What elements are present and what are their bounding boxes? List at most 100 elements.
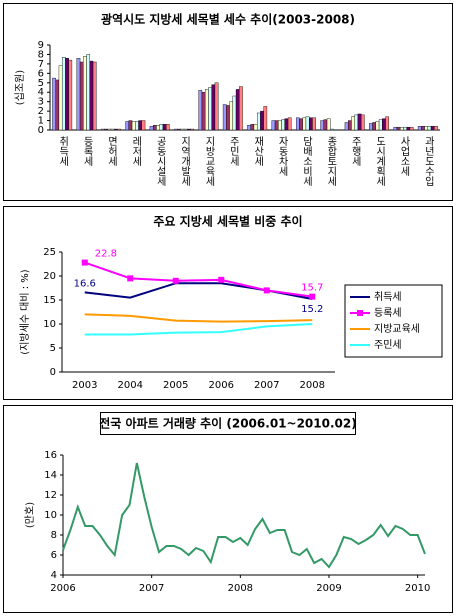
bar (308, 117, 313, 131)
bar (344, 122, 349, 131)
marker (263, 287, 270, 294)
bar (149, 126, 154, 131)
bar (68, 59, 73, 131)
marker (172, 277, 179, 284)
bar (165, 124, 170, 131)
marker (218, 276, 225, 283)
bar (278, 120, 282, 131)
bar (86, 54, 91, 131)
bar (226, 105, 230, 131)
y-tick-label: 10 (44, 510, 57, 521)
bar (256, 112, 261, 131)
legend-label: 지방교육세 (374, 323, 420, 335)
x-tick-label: 2005 (163, 380, 188, 391)
bar (372, 122, 377, 131)
bar (128, 120, 133, 131)
bar (110, 128, 115, 131)
y-tick-label: 6 (51, 550, 57, 561)
bar (76, 58, 81, 131)
bar (208, 87, 212, 131)
bar (58, 65, 63, 131)
bar (113, 128, 118, 131)
bar (131, 121, 136, 131)
x-tick-label: 주행세 (349, 136, 361, 167)
bar (357, 113, 362, 131)
bar (104, 128, 108, 131)
y-tick-label: 16 (44, 450, 57, 461)
legend-label: 취득세 (374, 291, 402, 303)
bar (421, 126, 425, 131)
line (62, 462, 426, 569)
bar (396, 126, 401, 131)
y-tick-label: 5 (50, 343, 56, 354)
legend-label: 등록세 (374, 307, 402, 319)
bar (156, 125, 160, 131)
y-tick-label: 2 (38, 106, 44, 117)
y-tick-label: 1 (38, 116, 44, 127)
bar (232, 95, 237, 131)
bar (198, 90, 203, 131)
bar (260, 110, 264, 131)
y-tick-label: 20 (43, 271, 56, 282)
data-label: 16.6 (74, 278, 96, 289)
bar (190, 128, 195, 131)
bar (427, 126, 432, 131)
bar (159, 124, 164, 131)
x-tick-label: 종합토지세 (325, 136, 337, 187)
bar (434, 126, 438, 131)
x-tick-label: 담배소비세 (300, 136, 312, 187)
y-tick-label: 12 (44, 490, 57, 501)
title-box (100, 412, 356, 435)
y-tick-label: 4 (38, 87, 44, 98)
bar (323, 119, 328, 131)
x-tick-label: 2007 (254, 380, 279, 391)
x-tick-label: 레저세 (130, 136, 142, 167)
bar (271, 120, 276, 131)
y-tick-label: 9 (38, 40, 44, 51)
bar (183, 128, 188, 131)
legend-marker (357, 310, 363, 316)
bar (247, 125, 251, 131)
bar (399, 126, 404, 131)
chart-title: 광역시도 지방세 세목별 세수 추이(2003-2008) (101, 12, 355, 27)
x-tick-label: 2010 (405, 583, 430, 594)
bar (239, 86, 243, 131)
y-tick-label: 3 (38, 97, 44, 108)
bar (406, 126, 411, 131)
bar (360, 114, 365, 131)
bar (320, 120, 325, 131)
y-axis-label: (만호) (24, 502, 36, 528)
y-axis-label: (지방세수 대비 : %) (19, 269, 31, 355)
bar (354, 114, 359, 131)
bar (138, 120, 143, 131)
y-tick-label: 14 (44, 470, 57, 481)
bar (393, 126, 398, 131)
x-tick-label: 주민세 (227, 136, 239, 167)
bar (274, 120, 279, 131)
bar (302, 117, 307, 131)
chart-title: 전국 아파트 거래량 추이 (2006.01~2010.02) (99, 416, 356, 431)
data-label: 15.7 (301, 283, 323, 294)
marker (309, 293, 316, 300)
bar (287, 117, 292, 131)
bar (369, 123, 373, 131)
bar (83, 56, 87, 131)
x-tick-label: 지방교육세 (203, 136, 215, 187)
bar (100, 128, 105, 131)
bar (92, 61, 97, 131)
y-tick-label: 25 (43, 247, 56, 258)
y-tick-label: 7 (38, 59, 44, 70)
bar (417, 126, 422, 131)
bar (312, 117, 316, 131)
bar (375, 121, 380, 131)
y-axis-label: (십조원) (14, 70, 26, 106)
bar (79, 61, 84, 131)
x-tick-label: 2006 (50, 583, 75, 594)
x-tick-label: 면허세 (105, 136, 117, 167)
bar (211, 84, 216, 131)
x-tick-label: 2004 (118, 380, 143, 391)
bar (65, 58, 69, 131)
data-label: 22.8 (95, 249, 117, 260)
x-tick-label: 자동차세 (276, 136, 288, 177)
